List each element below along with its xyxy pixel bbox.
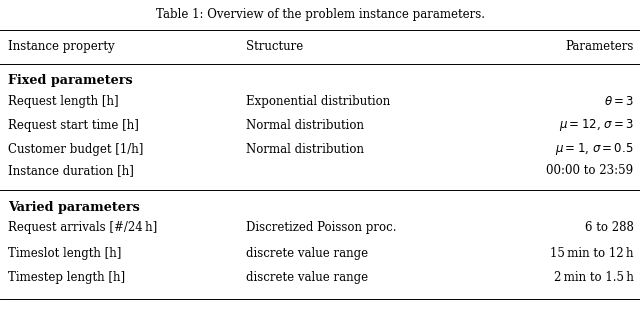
Text: discrete value range: discrete value range [246,247,369,260]
Text: Discretized Poisson proc.: Discretized Poisson proc. [246,221,397,234]
Text: $\mu = 1$, $\sigma = 0.5$: $\mu = 1$, $\sigma = 0.5$ [555,141,634,157]
Text: Instance duration [h]: Instance duration [h] [8,164,134,177]
Text: Timeslot length [h]: Timeslot length [h] [8,247,121,260]
Text: Request arrivals [#/24 h]: Request arrivals [#/24 h] [8,221,157,234]
Text: $\theta = 3$: $\theta = 3$ [604,95,634,108]
Text: Normal distribution: Normal distribution [246,119,364,132]
Text: Request start time [h]: Request start time [h] [8,119,138,132]
Text: Customer budget [1/h]: Customer budget [1/h] [8,143,143,156]
Text: Normal distribution: Normal distribution [246,143,364,156]
Text: $\mu = 12$, $\sigma = 3$: $\mu = 12$, $\sigma = 3$ [559,117,634,133]
Text: discrete value range: discrete value range [246,271,369,284]
Text: Fixed parameters: Fixed parameters [8,74,132,87]
Text: Table 1: Overview of the problem instance parameters.: Table 1: Overview of the problem instanc… [156,8,484,21]
Text: Parameters: Parameters [565,40,634,53]
Text: Timestep length [h]: Timestep length [h] [8,271,125,284]
Text: 2 min to 1.5 h: 2 min to 1.5 h [554,271,634,284]
Text: 6 to 288: 6 to 288 [585,221,634,234]
Text: 00:00 to 23:59: 00:00 to 23:59 [547,164,634,177]
Text: Request length [h]: Request length [h] [8,95,118,108]
Text: Varied parameters: Varied parameters [8,201,140,213]
Text: Structure: Structure [246,40,303,53]
Text: 15 min to 12 h: 15 min to 12 h [550,247,634,260]
Text: Exponential distribution: Exponential distribution [246,95,390,108]
Text: Instance property: Instance property [8,40,115,53]
